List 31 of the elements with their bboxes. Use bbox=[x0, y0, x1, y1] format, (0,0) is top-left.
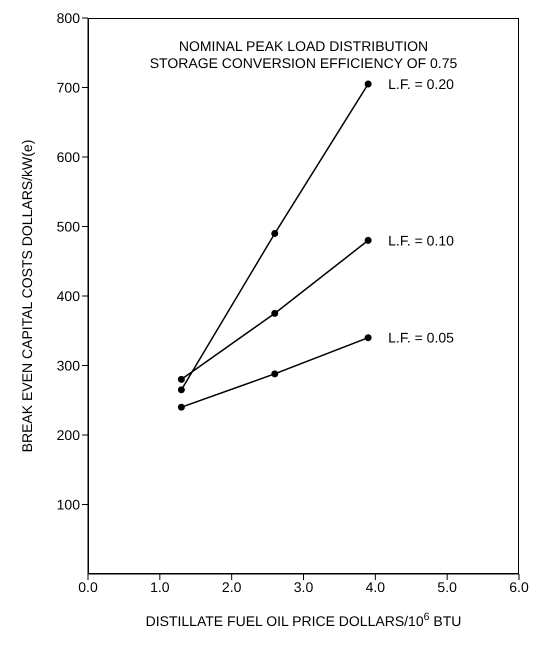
y-tick-label: 300 bbox=[56, 357, 80, 374]
point bbox=[178, 376, 185, 383]
point bbox=[364, 236, 372, 244]
point bbox=[178, 404, 185, 411]
y-tick-label: 700 bbox=[56, 79, 80, 96]
x-tick-label: 3.0 bbox=[294, 578, 314, 595]
x-tick-label: 6.0 bbox=[509, 578, 529, 595]
point bbox=[271, 230, 278, 237]
y-axis-title: BREAK EVEN CAPITAL COSTS DOLLARS/kW(e) bbox=[19, 140, 35, 452]
y-tick-label: 500 bbox=[56, 218, 80, 234]
x-tick-label: 2.0 bbox=[222, 578, 242, 595]
x-tick-label: 5.0 bbox=[437, 578, 458, 595]
series-label: L.F. = 0.10 bbox=[388, 232, 454, 248]
series-label: L.F. = 0.05 bbox=[388, 330, 454, 346]
x-tick-label: 4.0 bbox=[366, 578, 386, 595]
point bbox=[271, 310, 278, 317]
point bbox=[271, 370, 278, 378]
y-tick-label: 200 bbox=[56, 426, 80, 443]
x-tick-label: 1.0 bbox=[150, 578, 170, 595]
y-tick-label: 400 bbox=[56, 288, 80, 304]
y-tick-label: 600 bbox=[56, 148, 80, 165]
text: NOMINAL PEAK LOAD DISTRIBUTION bbox=[178, 38, 430, 55]
text: STORAGE CONVERSION EFFICIENCY OF 0.75 bbox=[148, 55, 458, 72]
point bbox=[364, 80, 372, 88]
y-tick-label: 100 bbox=[56, 496, 80, 512]
y-tick-label: 800 bbox=[56, 10, 80, 26]
series-label: L.F. = 0.20 bbox=[388, 76, 454, 92]
point bbox=[364, 334, 372, 342]
x-tick-label: 0.0 bbox=[78, 578, 98, 595]
point bbox=[178, 386, 185, 394]
x-axis-title: DISTILLATE FUEL OIL PRICE DOLLARS/10$^{6}$ BTU bbox=[146, 611, 462, 629]
